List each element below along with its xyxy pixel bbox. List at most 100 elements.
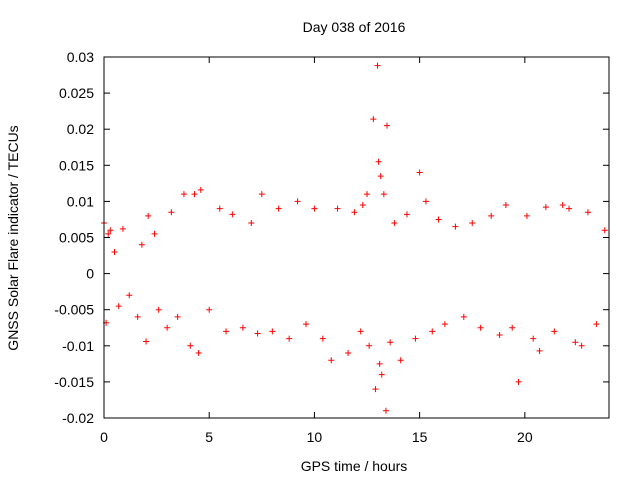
data-point xyxy=(239,324,246,331)
data-point xyxy=(258,191,265,198)
data-point xyxy=(404,211,410,218)
data-point xyxy=(275,205,282,212)
data-point xyxy=(119,225,126,232)
x-tick-label: 20 xyxy=(517,429,533,445)
data-point xyxy=(509,324,516,331)
data-point xyxy=(559,202,566,209)
data-point xyxy=(351,209,358,216)
data-point xyxy=(126,292,133,299)
data-point xyxy=(370,116,377,123)
data-point xyxy=(111,248,118,255)
data-point xyxy=(601,227,608,234)
data-point xyxy=(523,212,530,219)
data-point xyxy=(195,350,202,357)
data-point xyxy=(416,169,423,176)
y-tick-label: 0.01 xyxy=(67,193,94,209)
data-point xyxy=(269,328,276,335)
data-point xyxy=(366,342,373,349)
data-point xyxy=(542,204,549,211)
data-point xyxy=(151,230,158,237)
data-point xyxy=(551,328,558,335)
data-point xyxy=(477,324,484,331)
data-point xyxy=(174,313,181,320)
data-point xyxy=(377,173,384,180)
data-point xyxy=(311,205,318,212)
data-point xyxy=(422,198,429,205)
y-tick-label: -0.005 xyxy=(54,302,94,318)
data-point xyxy=(187,342,194,349)
data-point xyxy=(223,328,230,335)
data-point xyxy=(441,321,448,328)
x-axis-label: GPS time / hours xyxy=(301,458,408,474)
data-point xyxy=(134,313,141,320)
data-point xyxy=(248,220,255,227)
y-tick-label: -0.015 xyxy=(54,374,94,390)
axis-ticks: -0.02 -0.015 -0.01 -0.005 0 0.005 0.01 0.015 0.0… xyxy=(54,49,609,445)
data-point xyxy=(572,339,579,346)
data-point xyxy=(143,338,150,345)
data-point xyxy=(364,191,371,198)
data-point xyxy=(530,335,537,342)
data-point xyxy=(216,205,223,212)
data-point xyxy=(435,216,442,223)
data-point xyxy=(387,339,394,346)
y-tick-label: 0.025 xyxy=(59,85,94,101)
data-point xyxy=(391,220,398,227)
data-point xyxy=(380,191,387,198)
x-tick-label: 15 xyxy=(412,429,428,445)
data-point xyxy=(578,342,585,349)
data-point xyxy=(229,211,236,218)
data-point xyxy=(376,360,383,367)
data-point xyxy=(294,198,301,205)
x-tick-label: 0 xyxy=(100,429,108,445)
data-point xyxy=(469,220,476,227)
data-point xyxy=(107,227,114,234)
x-tick-label: 5 xyxy=(205,429,213,445)
y-tick-label: 0.03 xyxy=(67,49,94,65)
data-point xyxy=(536,347,543,354)
data-point xyxy=(286,335,293,342)
data-point xyxy=(584,209,591,216)
data-point xyxy=(382,407,389,414)
data-point xyxy=(378,371,385,378)
y-axis-label: GNSS Solar Flare indicator / TECUs xyxy=(5,125,21,350)
data-point xyxy=(397,357,404,364)
data-point xyxy=(206,306,213,313)
data-point xyxy=(515,378,522,385)
data-point xyxy=(412,335,419,342)
data-point xyxy=(345,350,352,357)
data-point xyxy=(197,186,204,193)
data-point xyxy=(359,202,366,209)
data-point xyxy=(180,191,187,198)
data-point xyxy=(452,223,459,230)
data-point xyxy=(496,331,503,338)
data-point xyxy=(375,158,382,165)
data-point xyxy=(488,212,495,219)
y-tick-label: 0.005 xyxy=(59,230,94,246)
data-point xyxy=(328,357,335,364)
data-point xyxy=(164,324,171,331)
data-point xyxy=(168,209,175,216)
data-point xyxy=(374,62,381,69)
data-point xyxy=(145,212,152,219)
data-point xyxy=(254,330,261,337)
data-point xyxy=(357,328,364,335)
data-point xyxy=(319,335,326,342)
plot-frame xyxy=(103,56,610,419)
data-point xyxy=(502,202,509,209)
data-point xyxy=(460,313,467,320)
data-point xyxy=(191,191,198,198)
x-tick-label: 10 xyxy=(307,429,323,445)
data-point xyxy=(429,328,436,335)
y-tick-label: 0.015 xyxy=(59,157,94,173)
chart-title: Day 038 of 2016 xyxy=(303,19,406,35)
data-point xyxy=(593,321,600,328)
data-point xyxy=(334,205,341,212)
data-point xyxy=(372,386,379,393)
y-tick-label: -0.01 xyxy=(62,338,94,354)
data-point xyxy=(138,241,145,248)
data-point xyxy=(566,205,573,212)
data-points xyxy=(101,62,608,414)
data-point xyxy=(155,306,162,313)
